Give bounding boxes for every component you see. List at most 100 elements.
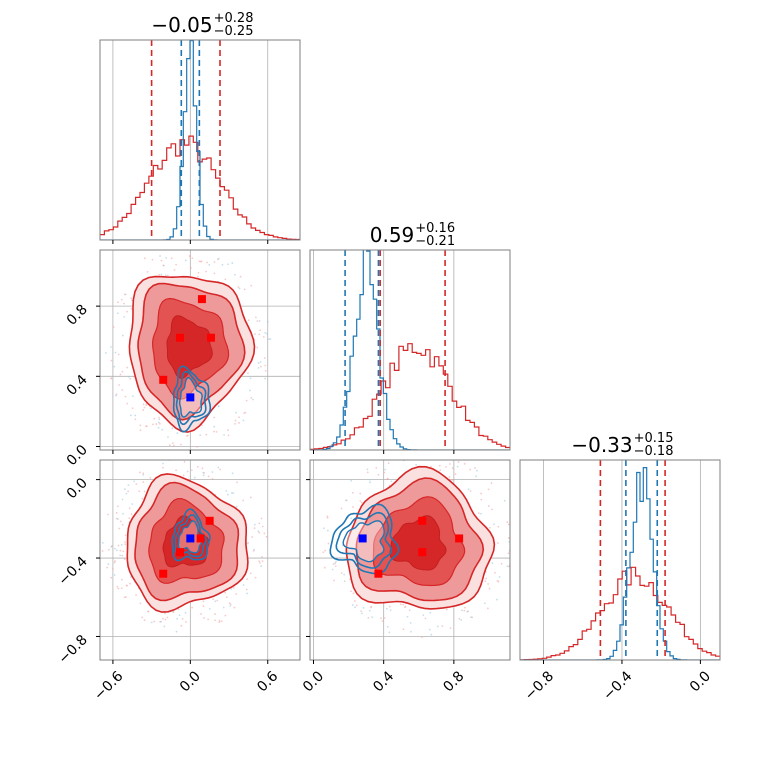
joint-p1-p2-sample-169 bbox=[124, 293, 127, 296]
joint-p2-p3-sample-116 bbox=[448, 476, 451, 478]
joint-p1-p2-sample-137 bbox=[190, 266, 192, 269]
joint-p2-p3-narrow-contour-mid bbox=[335, 511, 392, 569]
joint-p1-p3-sample-207 bbox=[202, 474, 205, 477]
joint-p1-p3-sample-249 bbox=[184, 611, 187, 614]
joint-p2-p3-sample-71 bbox=[463, 462, 466, 465]
joint-p1-p2-narrow-contour-outer bbox=[172, 365, 212, 433]
joint-p1-p3-sample-194 bbox=[236, 481, 239, 484]
joint-p1-p2-sample-19 bbox=[192, 247, 194, 249]
joint-p1-p3-sample-132 bbox=[246, 592, 248, 595]
marginal-p1-border bbox=[99, 39, 301, 241]
joint-p1-p2-sample-25 bbox=[117, 301, 119, 304]
joint-p1-p2-sample-187 bbox=[145, 404, 148, 407]
joint-p2-p3-sample-245 bbox=[323, 566, 326, 569]
joint-p1-p3-sample-66 bbox=[227, 493, 229, 496]
joint-p1-p3-sample-209 bbox=[249, 496, 252, 499]
joint-p1-p3-sample-148 bbox=[124, 541, 126, 543]
joint-p1-p3-sample-239 bbox=[119, 520, 122, 523]
joint-p2-p3-sample-153 bbox=[503, 499, 506, 502]
joint-p1-p3-sample-117 bbox=[150, 621, 153, 624]
joint-p2-p3-sample-14 bbox=[515, 538, 517, 540]
joint-p1-p3-sample-65 bbox=[123, 596, 126, 599]
marginal-p3-xlabel-1: −0.4 bbox=[600, 668, 635, 703]
joint-p1-p2-sample-80 bbox=[254, 333, 256, 336]
joint-p2-p3-sample-190 bbox=[326, 515, 329, 518]
joint-p2-p3: 0.0 0.4 0.8 bbox=[300, 459, 517, 695]
joint-p1-p3-sample-141 bbox=[110, 545, 113, 548]
joint-p2-p3-xlabel-2: 0.8 bbox=[440, 668, 467, 695]
joint-p1-p2-sample-218 bbox=[110, 377, 113, 380]
joint-p2-p3-sample-110 bbox=[355, 604, 358, 607]
joint-p1-p3-sample-135 bbox=[211, 471, 214, 473]
joint-p1-p3-sample-118 bbox=[164, 618, 167, 621]
joint-p1-p2-wide-marker-0 bbox=[197, 295, 206, 304]
joint-p1-p3-sample-124 bbox=[121, 554, 124, 557]
joint-p2-p3-sample-132 bbox=[409, 622, 412, 624]
joint-p1-p2-sample-12 bbox=[199, 434, 202, 437]
marginal-p3-title-minus: −0.18 bbox=[634, 444, 674, 459]
joint-p1-p3-sample-237 bbox=[175, 630, 178, 633]
joint-p1-p3-sample-160 bbox=[129, 582, 131, 585]
joint-p1-p3-sample-199 bbox=[138, 490, 141, 493]
joint-p1-p2-sample-76 bbox=[145, 425, 148, 428]
joint-p1-p3-sample-2 bbox=[214, 619, 217, 622]
joint-p2-p3-content bbox=[322, 460, 517, 639]
joint-p1-p3-wide-marker-0 bbox=[205, 516, 214, 525]
joint-p1-p3-sample-184 bbox=[120, 587, 123, 590]
joint-p1-p2-sample-145 bbox=[143, 406, 146, 409]
joint-p2-p3-sample-88 bbox=[334, 565, 337, 567]
marginal-p3-xlabel-0: −0.8 bbox=[522, 668, 557, 703]
joint-p1-p2-sample-46 bbox=[126, 402, 129, 405]
joint-p1-p2-sample-159 bbox=[223, 433, 225, 436]
joint-p2-p3-sample-63 bbox=[326, 529, 329, 532]
joint-p1-p2-sample-164 bbox=[110, 359, 113, 362]
joint-p1-p2-sample-18 bbox=[134, 414, 137, 417]
joint-p1-p3-sample-52 bbox=[122, 550, 125, 553]
joint-p2-p3-sample-238 bbox=[359, 499, 362, 502]
joint-p1-p3-xlabel-0: −0.6 bbox=[91, 668, 126, 703]
joint-p1-p3-sample-208 bbox=[113, 561, 116, 564]
joint-p2-p3-sample-165 bbox=[322, 527, 325, 530]
joint-p1-p2-sample-97 bbox=[134, 418, 137, 421]
joint-p1-p2-sample-115 bbox=[166, 246, 168, 248]
joint-p1-p3-sample-54 bbox=[260, 565, 263, 567]
joint-p1-p3-sample-175 bbox=[182, 474, 185, 477]
joint-p1-p3-sample-89 bbox=[242, 499, 245, 502]
joint-p1-p2-sample-7 bbox=[262, 336, 265, 338]
joint-p2-p3-sample-178 bbox=[421, 636, 423, 639]
joint-p1-p3-sample-201 bbox=[217, 466, 220, 469]
joint-p1-p3-sample-228 bbox=[122, 512, 124, 515]
joint-p2-p3-sample-212 bbox=[366, 471, 369, 474]
joint-p2-p3-sample-87 bbox=[406, 615, 409, 618]
joint-p1-p2-sample-191 bbox=[152, 423, 154, 426]
joint-p1-p2-sample-220 bbox=[153, 417, 156, 420]
joint-p2-p3-sample-239 bbox=[457, 461, 460, 463]
joint-p1-p2-sample-63 bbox=[221, 263, 224, 266]
joint-p1-p3-sample-46 bbox=[110, 576, 113, 579]
joint-p1-p3-sample-217 bbox=[175, 469, 178, 472]
joint-p1-p3-sample-134 bbox=[261, 556, 263, 558]
joint-p1-p2-sample-219 bbox=[268, 338, 270, 341]
joint-p1-p3-sample-82 bbox=[164, 612, 166, 615]
joint-p1-p3-sample-182 bbox=[117, 505, 119, 508]
marginal-p1-narrow-hist bbox=[100, 40, 300, 240]
joint-p1-p2-sample-205 bbox=[243, 412, 246, 415]
joint-p1-p3-sample-166 bbox=[107, 513, 110, 516]
joint-p1-p3-ylabel-1: −0.4 bbox=[55, 553, 90, 588]
joint-p1-p2-sample-165 bbox=[167, 436, 169, 439]
joint-p2-p3-sample-83 bbox=[399, 603, 402, 606]
joint-p2-p3-sample-2 bbox=[340, 572, 343, 574]
joint-p1-p2-sample-178 bbox=[119, 373, 122, 376]
joint-p1-p2-sample-171 bbox=[231, 262, 234, 264]
joint-p2-p3-sample-141 bbox=[385, 607, 388, 610]
joint-p1-p3-sample-218 bbox=[135, 594, 137, 596]
joint-p1-p3-sample-150 bbox=[107, 563, 110, 565]
joint-p2-p3-sample-175 bbox=[474, 467, 476, 469]
joint-p1-p2-sample-8 bbox=[124, 395, 127, 398]
joint-p2-p3-sample-237 bbox=[429, 611, 432, 614]
joint-p1-p2-sample-56 bbox=[227, 429, 229, 431]
joint-p1-p2-sample-148 bbox=[247, 372, 249, 375]
joint-p2-p3-sample-160 bbox=[334, 562, 337, 565]
joint-p1-p3-sample-216 bbox=[208, 607, 211, 610]
